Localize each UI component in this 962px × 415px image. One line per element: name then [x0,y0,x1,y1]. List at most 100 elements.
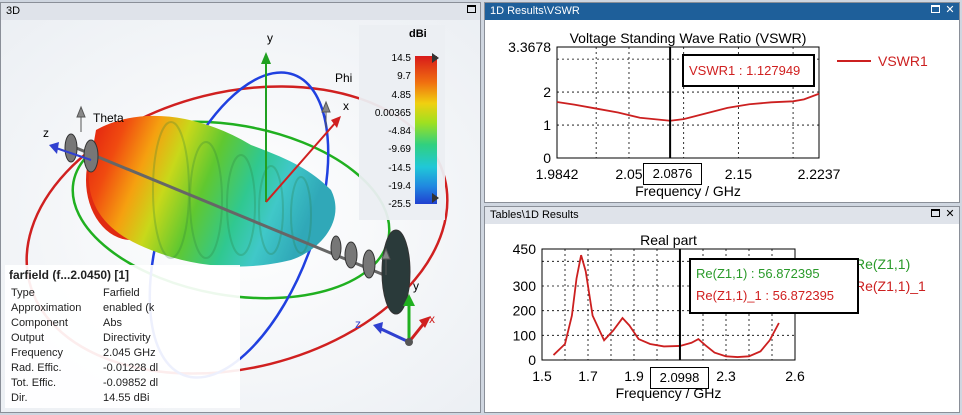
real-part-cursor-readout[interactable]: 2.0998 [650,367,709,389]
pane-title-bar-vswr[interactable]: 1D Results\VSWR ✕ [485,3,959,20]
info-row: Component Abs [5,316,240,331]
x-tick-label: 2.3 [716,368,736,384]
colorbar-tick-label: -9.69 [388,144,411,156]
orientation-triad-icon [373,294,431,346]
info-key: Component [11,317,68,329]
info-value: Farfield [103,287,140,299]
pane-title-bar-3d[interactable]: 3D [1,3,480,20]
colorbar-legend: dBi 14.5 9.7 4.85 0.00365 -4.84 -9.69 -14.5 -19… [359,25,445,220]
axis-label-y: y [267,31,273,45]
real-part-marker-label-1: Re(Z1,1) : 56.872395 [696,266,820,281]
info-row: Output Directivity [5,331,240,346]
pane-title-3d: 3D [6,5,21,17]
triad-label-x: x [429,312,435,326]
chart-title: Voltage Standing Wave Ratio (VSWR) [570,30,807,46]
triad-label-y: y [413,279,419,293]
y-tick-label: 0 [528,352,536,368]
y-tick-label: 3.3678 [508,39,551,55]
x-axis-label: Frequency / GHz [635,183,741,199]
info-row: Approximation enabled (k [5,301,240,316]
maximize-icon[interactable] [929,5,941,17]
x-tick-label: 2.15 [725,166,752,182]
colorbar-tick-label: -19.4 [388,180,411,192]
axis-label-x: x [343,99,349,113]
info-value: 14.55 dBi [103,392,150,404]
legend-label: Re(Z1,1)_1 [855,278,926,294]
pane-title-vswr: 1D Results\VSWR [490,5,580,17]
vswr-cursor-value: 2.0876 [652,166,693,181]
info-key: Frequency [11,347,63,359]
x-axis-label: Frequency / GHz [616,385,722,401]
y-tick-label: 450 [513,241,537,257]
x-tick-label: 1.9842 [536,166,579,182]
maximize-icon[interactable] [465,5,477,17]
legend-label: VSWR1 [878,53,928,69]
colorbar-tick-label: 4.85 [391,89,411,101]
info-key: Dir. [11,392,28,404]
tables-result-pane[interactable]: Tables\1D Results ✕ Real part 450 300 200 10… [484,206,960,413]
info-value: enabled (k [103,302,155,314]
vswr-cursor-readout[interactable]: 2.0876 [643,163,702,185]
pane-title-tables: Tables\1D Results [490,209,579,221]
y-tick-label: 200 [513,303,537,319]
y-tick-label: 2 [543,84,551,100]
phi-handle-icon [321,100,331,128]
theta-handle-icon [76,105,86,132]
real-part-chart[interactable]: Real part 450 300 200 100 01.5 1.7 1.9 2.3 2.6 Fre… [485,224,960,413]
farfield-3d-view[interactable]: 3D [0,2,481,413]
real-part-cursor-value: 2.0998 [659,370,700,385]
colorbar-tick-label: -14.5 [388,162,411,174]
info-value: Abs [103,317,122,329]
info-row: Frequency 2.045 GHz [5,346,240,361]
pane-title-bar-tables[interactable]: Tables\1D Results ✕ [485,207,959,224]
colorbar-unit: dBi [409,28,427,40]
vswr-marker-label: VSWR1 : 1.127949 [689,63,801,78]
x-tick-label: 2.6 [785,368,805,384]
vswr-result-pane[interactable]: 1D Results\VSWR ✕ Voltage Standing Wave … [484,2,960,203]
x-tick-label: 2.05 [615,166,642,182]
antenna-discs [64,133,411,315]
triad-label-z: z [355,317,361,331]
info-key: Type [11,287,35,299]
colorbar-max-marker-icon[interactable] [432,53,439,63]
x-tick-label: 1.9 [624,368,644,384]
info-key: Rad. Effic. [11,362,62,374]
info-key: Approximation [11,302,82,314]
axis-label-phi: Phi [335,71,352,85]
colorbar-tick-label: 14.5 [391,53,411,64]
maximize-icon[interactable] [929,209,941,221]
colorbar-tick-label: -25.5 [388,199,411,210]
colorbar-gradient [415,56,437,204]
colorbar-tick-label: 0.00365 [374,107,411,119]
vswr-marker-box[interactable]: VSWR1 : 1.127949 [682,54,815,87]
info-value: -0.01228 dl [103,362,159,374]
info-key: Output [11,332,45,344]
info-row: Type Farfield [5,286,240,301]
colorbar-min-marker-icon[interactable] [432,193,439,203]
x-tick-label: 2.2237 [798,166,841,182]
info-row: Rad. Effic. -0.01228 dl [5,361,240,376]
axis-label-theta: Theta [93,111,124,125]
colorbar-tick-label: -4.84 [388,126,411,137]
info-row: Tot. Effic. -0.09852 dl [5,376,240,391]
y-tick-label: 100 [513,327,537,343]
farfield-info-title: farfield (f...2.0450) [1] [9,268,130,282]
info-value: 2.045 GHz [103,347,156,359]
chart-title: Real part [640,232,697,248]
vswr-chart[interactable]: Voltage Standing Wave Ratio (VSWR) 3.3678… [485,20,960,203]
y-tick-label: 300 [513,278,537,294]
real-part-marker-label-2: Re(Z1,1)_1 : 56.872395 [696,288,835,303]
axis-label-z: z [43,126,49,140]
colorbar-tick-label: 9.7 [397,71,411,83]
info-row: Dir. 14.55 dBi [5,391,240,406]
series-line [556,92,820,122]
legend-label: Re(Z1,1) [855,256,910,272]
x-tick-label: 1.7 [578,368,598,384]
farfield-info-panel: farfield (f...2.0450) [1] Type Farfield Ap… [5,265,240,408]
info-value: -0.09852 dl [103,377,159,389]
y-tick-label: 1 [543,117,551,133]
info-key: Tot. Effic. [11,377,57,389]
real-part-marker-box[interactable]: Re(Z1,1) : 56.872395 Re(Z1,1)_1 : 56.872… [689,258,859,314]
close-icon[interactable]: ✕ [945,208,955,220]
close-icon[interactable]: ✕ [945,4,955,16]
